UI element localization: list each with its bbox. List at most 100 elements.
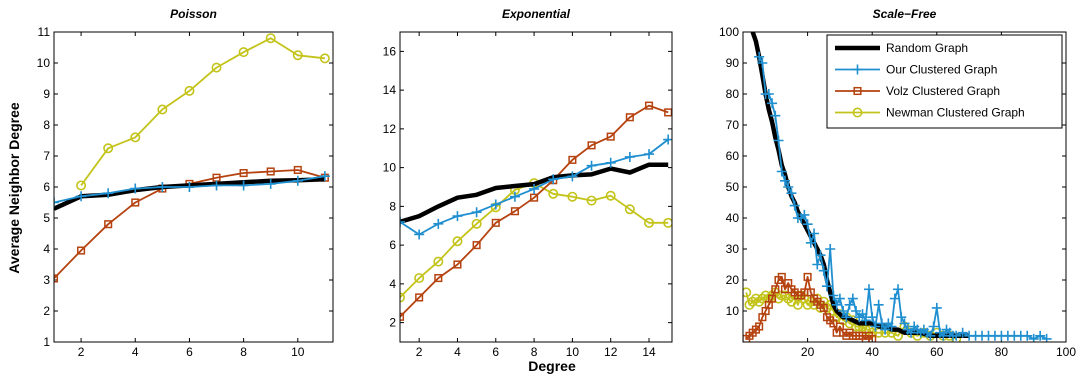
data-point-newman (757, 293, 768, 304)
data-point-ours (509, 191, 520, 202)
y-tick-label: 70 (726, 118, 740, 132)
data-point-ours (880, 324, 891, 335)
data-point-newman (265, 33, 276, 44)
data-point-ours (433, 218, 444, 229)
data-point-volz (472, 241, 481, 250)
data-point-volz (568, 155, 577, 164)
data-point-ours (889, 293, 900, 304)
data-point-ours (805, 237, 816, 248)
data-point-newman (744, 299, 755, 310)
data-point-ours (951, 330, 962, 341)
data-point-volz (453, 260, 462, 269)
data-point-ours (931, 302, 942, 313)
data-point-ours (893, 284, 904, 295)
y-tick-label: 4 (389, 277, 396, 291)
data-point-ours (925, 330, 936, 341)
x-tick-label: 60 (930, 345, 944, 359)
x-tick-label: 14 (642, 345, 656, 359)
data-point-ours (529, 183, 540, 194)
series-line-random (750, 32, 970, 339)
data-point-newman (586, 195, 597, 206)
data-point-ours (905, 327, 916, 338)
x-tick-label: 100 (1056, 345, 1076, 359)
data-point-ours (867, 312, 878, 323)
y-tick-label: 16 (383, 44, 397, 58)
data-point-ours (757, 58, 768, 68)
data-point-newman (103, 143, 114, 154)
data-point-ours (899, 318, 910, 329)
y-tick-label: 4 (43, 242, 50, 256)
data-point-volz (293, 165, 302, 174)
data-point-ours (292, 175, 303, 186)
y-tick-label: 9 (43, 87, 50, 101)
y-tick-label: 10 (37, 56, 51, 70)
y-tick-label: 50 (726, 180, 740, 194)
data-point-ours (1041, 333, 1052, 342)
data-point-ours (834, 293, 845, 304)
data-point-ours (844, 299, 855, 310)
data-point-volz (755, 322, 764, 331)
data-point-ours (957, 327, 968, 338)
series-line-volz (400, 104, 669, 318)
data-point-ours (644, 149, 655, 160)
data-point-volz (625, 113, 634, 122)
data-point-ours (863, 284, 874, 295)
data-point-volz (239, 169, 248, 178)
data-point-ours (452, 211, 463, 222)
y-tick-label: 14 (383, 83, 397, 97)
data-point-volz (415, 293, 424, 302)
data-point-newman (605, 190, 616, 201)
data-point-newman (319, 53, 330, 64)
y-tick-label: 8 (389, 199, 396, 213)
data-point-ours (789, 200, 800, 211)
data-point-ours (490, 199, 501, 210)
data-point-ours (103, 188, 114, 199)
data-point-newman (747, 296, 758, 307)
data-point-ours (767, 98, 778, 109)
legend-label-volz: Volz Clustered Graph (886, 84, 1000, 98)
chart-title: Scale−Free (873, 7, 937, 21)
data-point-newman (548, 188, 559, 199)
data-point-ours (828, 290, 839, 301)
data-point-ours (184, 182, 195, 192)
series-group (54, 33, 330, 283)
data-point-newman (750, 293, 761, 304)
y-axis-label: Average Neighbor Degree (6, 102, 22, 274)
data-point-ours (847, 293, 858, 304)
data-point-newman (157, 104, 168, 115)
data-point-ours (130, 183, 141, 194)
y-tick-label: 40 (726, 211, 740, 225)
data-point-ours (265, 178, 276, 189)
data-point-volz (131, 198, 140, 207)
data-point-volz (266, 167, 275, 176)
legend-marker-newman (852, 107, 863, 118)
data-point-newman (238, 47, 249, 58)
y-tick-label: 10 (726, 304, 740, 318)
x-tick-label: 6 (492, 345, 499, 359)
data-point-volz (819, 303, 828, 312)
data-point-ours (841, 312, 852, 323)
y-tick-label: 6 (43, 180, 50, 194)
data-point-volz (510, 207, 519, 216)
data-point-ours (763, 89, 774, 99)
data-point-ours (873, 299, 884, 310)
chart-title: Exponential (502, 7, 571, 21)
data-point-volz (644, 101, 654, 110)
data-point-ours (319, 171, 330, 182)
data-point-newman (792, 299, 803, 310)
y-tick-label: 20 (726, 273, 740, 287)
y-tick-label: 10 (383, 161, 397, 175)
data-point-ours (238, 180, 249, 191)
data-point-volz (771, 285, 780, 294)
data-point-ours (754, 51, 765, 62)
data-point-newman (743, 287, 752, 298)
data-point-ours (157, 182, 168, 192)
data-point-ours (770, 110, 781, 121)
data-point-ours (624, 151, 635, 162)
data-point-newman (779, 290, 790, 301)
data-point-newman (292, 50, 303, 61)
plot-frame (742, 31, 1067, 343)
data-point-ours (776, 166, 787, 177)
data-point-ours (567, 171, 578, 182)
